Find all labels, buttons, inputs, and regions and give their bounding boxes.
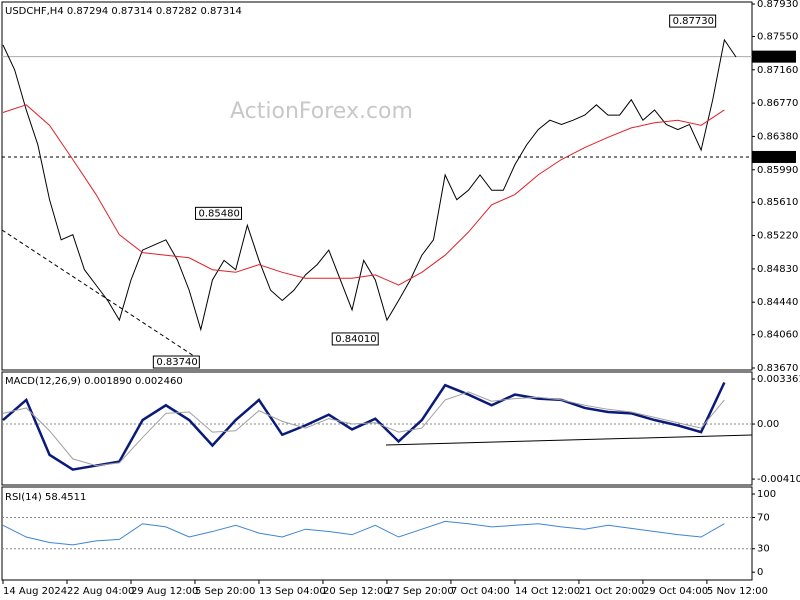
y-tick-label: 0.87930 [757, 0, 798, 10]
y-tick-label: -0.004108 [757, 474, 800, 485]
annotation-label: 0.87730 [673, 16, 714, 27]
x-tick-label: 20 Sep 12:00 [323, 586, 390, 597]
x-tick-label: 29 Oct 04:00 [643, 586, 708, 597]
x-tick-label: 5 Sep 20:00 [195, 586, 255, 597]
series-line [2, 520, 725, 546]
y-tick-label: 0.84440 [757, 297, 798, 308]
y-tick-label: 70 [757, 512, 770, 523]
y-tick-label: 0.86380 [757, 131, 798, 142]
x-tick-label: 21 Oct 20:00 [579, 586, 644, 597]
y-tick-label: 0.85990 [757, 165, 798, 176]
x-tick-label: 13 Sep 04:00 [259, 586, 326, 597]
price-panel [1, 1, 753, 371]
y-tick-label: 0.003361 [757, 374, 800, 385]
y-tick-label: 0.00 [757, 419, 779, 430]
x-tick-label: 7 Oct 04:00 [451, 586, 510, 597]
y-tick-label: 100 [757, 489, 776, 500]
annotation-label: 0.84010 [335, 334, 376, 345]
annotation-box [195, 206, 243, 220]
annotation-box [152, 355, 200, 369]
y-tick-label: 0 [757, 567, 763, 578]
level-label: 0.86140 [755, 152, 796, 163]
macd-trend-line [385, 434, 753, 446]
y-tick-label: 0.84060 [757, 330, 798, 341]
series-line [2, 104, 725, 286]
x-tick-label: 29 Aug 12:00 [131, 586, 198, 597]
annotation-box [669, 14, 717, 28]
y-tick-label: 0.87550 [757, 31, 798, 42]
chart-title: USDCHF,H4 0.87294 0.87314 0.87282 0.8731… [5, 6, 242, 17]
y-tick-label: 30 [757, 544, 770, 555]
rsi-panel [1, 486, 753, 581]
level-label-box [752, 150, 796, 163]
y-tick-label: 0.85610 [757, 197, 798, 208]
series-line [2, 381, 726, 471]
x-tick-label: 14 Oct 12:00 [515, 586, 580, 597]
price-label: 0.87314 [755, 52, 796, 63]
y-tick-label: 0.86770 [757, 98, 798, 109]
y-tick-label: 0.87160 [757, 65, 798, 76]
x-tick-label: 14 Aug 2024 [3, 586, 67, 597]
watermark: ActionForex.com [230, 99, 413, 124]
macd-title: MACD(12,26,9) 0.001890 0.002460 [5, 376, 183, 387]
x-tick-label: 27 Sep 20:00 [387, 586, 454, 597]
trend-line [1, 229, 201, 361]
x-tick-label: 5 Nov 12:00 [707, 586, 768, 597]
y-tick-label: 0.85220 [757, 231, 798, 242]
annotation-box [331, 332, 379, 346]
annotation-label: 0.83740 [156, 357, 197, 368]
price-label-box [752, 50, 796, 63]
x-tick-label: 22 Aug 04:00 [67, 586, 134, 597]
y-tick-label: 0.83670 [757, 363, 798, 374]
macd-panel [1, 371, 753, 486]
series-line [2, 38, 737, 332]
rsi-title: RSI(14) 58.4511 [5, 492, 86, 503]
y-tick-label: 0.84830 [757, 264, 798, 275]
annotation-label: 0.85480 [199, 208, 240, 219]
series-line [2, 391, 725, 467]
